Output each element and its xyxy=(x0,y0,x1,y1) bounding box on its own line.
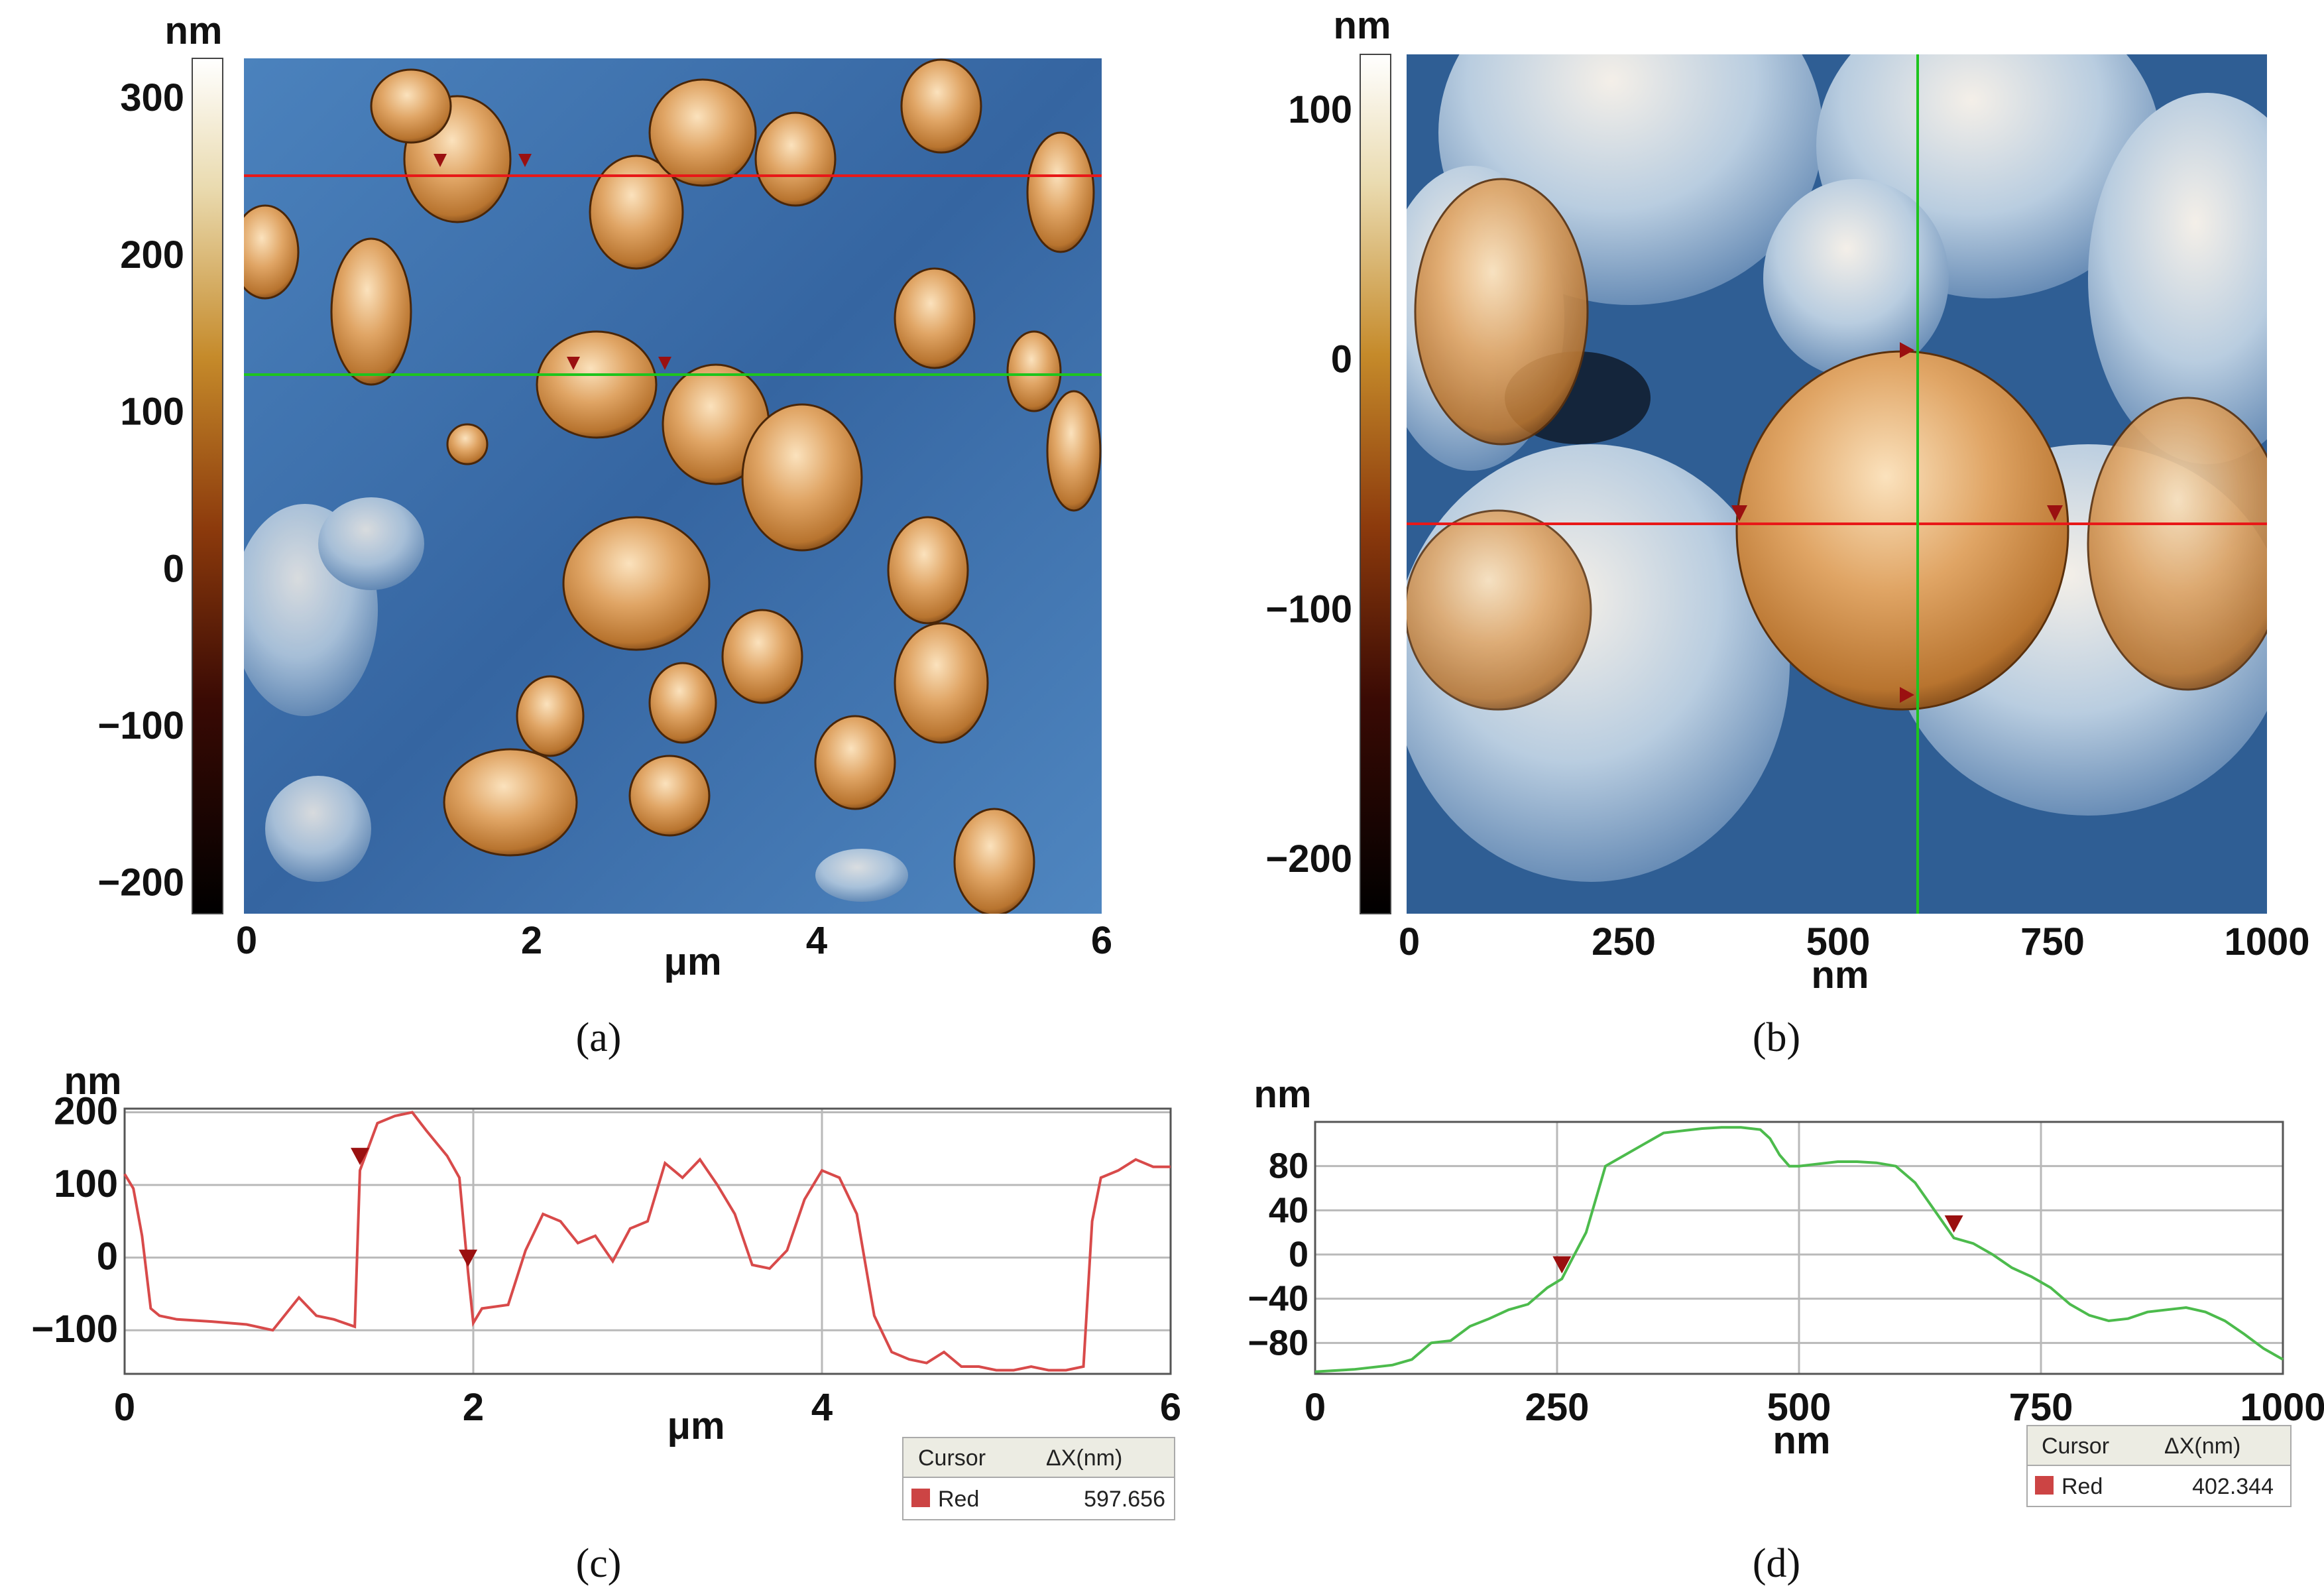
panel-b-x-tick: 1000 xyxy=(2224,920,2309,963)
panel-d-cursor-legend: Cursor ΔX(nm) Red 402.344 xyxy=(2026,1425,2292,1507)
panel-c-y-unit: nm xyxy=(64,1060,122,1103)
panel-d-y-ticks: 80 40 0 −40 −80 xyxy=(1248,1146,1308,1363)
panel-b-colorbar-unit: nm xyxy=(1334,4,1391,47)
panel-a-caption: (a) xyxy=(576,1015,622,1060)
panel-b-colorbar-tick: 100 xyxy=(1288,88,1352,131)
panel-b-colorbar-ticks: 100 0 −100 −200 xyxy=(1265,88,1352,881)
panel-d-plot-frame xyxy=(1314,1121,2284,1375)
cursor-marker xyxy=(459,1249,478,1267)
panel-c-x-label: μm xyxy=(667,1404,725,1447)
panel-a-afm-image xyxy=(244,58,1102,914)
panel-a-marker xyxy=(567,357,580,370)
panel-d-x-tick: 250 xyxy=(1525,1386,1590,1429)
panel-a-colorbar-tick: 0 xyxy=(163,547,184,590)
panel-a-colorbar-ticks: 300 200 100 0 −100 −200 xyxy=(97,76,184,904)
panel-a-marker xyxy=(518,154,532,167)
panel-d-y-tick: −40 xyxy=(1248,1279,1308,1319)
panel-d-y-unit: nm xyxy=(1254,1073,1312,1116)
panel-b-x-tick: 750 xyxy=(2020,920,2085,963)
panel-c: nm 200 100 0 −100 0 2 4 6 μm Cursor ΔX(n… xyxy=(31,1060,1181,1586)
panel-c-caption: (c) xyxy=(576,1541,622,1586)
panel-c-grid xyxy=(123,1109,1172,1374)
panel-a-marker xyxy=(658,357,671,370)
panel-b-x-tick: 250 xyxy=(1592,920,1656,963)
panel-a-colorbar-unit: nm xyxy=(165,9,223,52)
panel-a-colorbar-tick: 100 xyxy=(120,391,184,434)
panel-d: nm 80 40 0 −40 −80 0 250 500 750 1000 nm… xyxy=(1248,1073,2324,1586)
panel-b-caption: (b) xyxy=(1753,1015,1800,1060)
panel-c-profile-line xyxy=(123,1111,1171,1372)
panel-b-marker xyxy=(1900,687,1914,703)
panel-b-colorbar xyxy=(1360,54,1391,914)
panel-d-legend-cursor-header: Cursor xyxy=(2042,1434,2109,1459)
panel-b: nm 100 0 −100 −200 xyxy=(1265,4,2310,1060)
panel-c-x-tick: 6 xyxy=(1160,1386,1181,1429)
panel-d-x-ticks: 0 250 500 750 1000 xyxy=(1305,1386,2324,1429)
panel-a-colorbar-tick: −100 xyxy=(97,704,184,747)
panel-a-colorbar-tick: 300 xyxy=(120,76,184,119)
panel-d-x-label: nm xyxy=(1773,1419,1831,1462)
panel-c-x-tick: 2 xyxy=(463,1386,484,1429)
panel-b-x-label: nm xyxy=(1812,953,1869,997)
panel-c-y-tick: 100 xyxy=(54,1162,118,1205)
panel-a-x-ticks: 0 2 4 6 xyxy=(236,919,1112,962)
panel-b-marker xyxy=(1900,342,1914,358)
panel-c-y-tick: 200 xyxy=(54,1089,118,1133)
panel-d-y-tick: 40 xyxy=(1269,1190,1308,1230)
panel-b-colorbar-tick: −200 xyxy=(1265,837,1352,881)
panel-d-x-tick: 500 xyxy=(1767,1386,1831,1429)
panel-c-markers xyxy=(351,1148,478,1267)
panel-d-grid xyxy=(1314,1122,2284,1374)
panel-d-legend-row-name: Red xyxy=(2062,1474,2103,1499)
panel-b-x-tick: 0 xyxy=(1399,920,1420,963)
panel-d-y-tick: 0 xyxy=(1289,1235,1308,1274)
panel-c-legend-row-name: Red xyxy=(938,1487,979,1512)
panel-a-x-tick: 0 xyxy=(236,919,257,962)
panel-d-y-tick: −80 xyxy=(1248,1323,1308,1363)
panel-d-markers xyxy=(1552,1215,1963,1274)
panel-d-x-tick: 750 xyxy=(2009,1386,2073,1429)
panel-a-x-tick: 2 xyxy=(521,919,542,962)
panel-b-colorbar-tick: −100 xyxy=(1265,587,1352,631)
panel-c-legend-cursor-header: Cursor xyxy=(918,1445,986,1471)
panel-b-marker xyxy=(1731,505,1747,521)
panel-d-profile-line xyxy=(1314,1126,2284,1373)
panel-b-colorbar-tick: 0 xyxy=(1331,338,1352,381)
panel-b-afm-image xyxy=(1407,54,2267,914)
panel-d-legend-row-value: 402.344 xyxy=(2192,1474,2274,1499)
panel-b-marker xyxy=(2047,505,2063,521)
cursor-marker xyxy=(1552,1256,1572,1274)
panel-c-legend-row-value: 597.656 xyxy=(1084,1487,1165,1512)
panel-b-x-ticks: 0 250 500 750 1000 xyxy=(1399,920,2310,963)
panel-b-x-tick: 500 xyxy=(1806,920,1871,963)
panel-c-legend-dx-header: ΔX(nm) xyxy=(1046,1445,1122,1471)
panel-a-x-tick: 4 xyxy=(806,919,827,962)
panel-a-x-label: μm xyxy=(664,940,721,983)
panel-c-cursor-legend: Cursor ΔX(nm) Red 597.656 xyxy=(902,1437,1175,1520)
panel-d-legend-dx-header: ΔX(nm) xyxy=(2164,1434,2240,1459)
panel-c-y-ticks: 200 100 0 −100 xyxy=(31,1089,118,1351)
panel-d-legend-swatch xyxy=(2035,1476,2054,1495)
panel-a-marker xyxy=(434,154,447,167)
panel-a-colorbar xyxy=(192,58,223,914)
panel-c-plot-frame xyxy=(123,1107,1172,1375)
panel-d-x-tick: 1000 xyxy=(2240,1386,2324,1429)
panel-c-legend-swatch xyxy=(911,1489,930,1507)
panel-d-x-tick: 0 xyxy=(1305,1386,1326,1429)
panel-a-colorbar-tick: −200 xyxy=(97,861,184,904)
panel-d-caption: (d) xyxy=(1753,1541,1800,1586)
panel-c-y-tick: 0 xyxy=(97,1235,118,1278)
panel-d-y-tick: 80 xyxy=(1269,1146,1308,1186)
panel-a: nm 300 200 100 0 −100 −200 xyxy=(97,9,1112,1060)
panel-a-colorbar-tick: 200 xyxy=(120,233,184,276)
panel-c-y-tick: −100 xyxy=(31,1308,118,1351)
panel-c-x-ticks: 0 2 4 6 xyxy=(114,1386,1181,1429)
panel-c-x-tick: 4 xyxy=(811,1386,833,1429)
panel-a-x-tick: 6 xyxy=(1091,919,1112,962)
cursor-marker xyxy=(1944,1215,1963,1233)
panel-c-x-tick: 0 xyxy=(114,1386,135,1429)
cursor-marker xyxy=(351,1148,370,1166)
